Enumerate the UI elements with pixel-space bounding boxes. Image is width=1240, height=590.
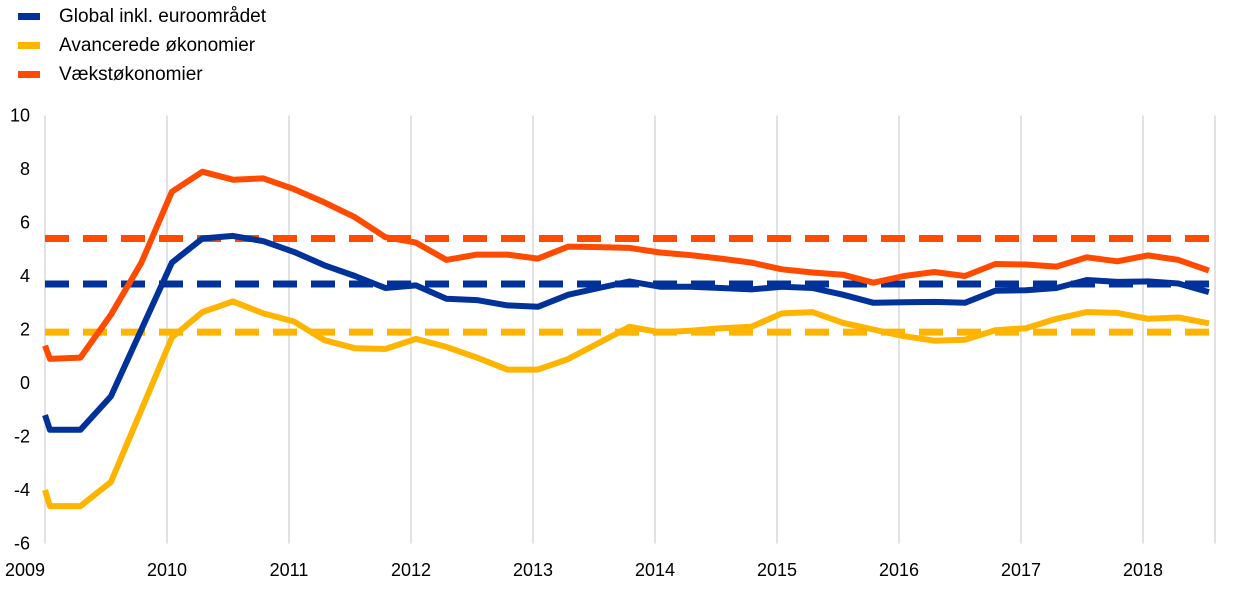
series-lines xyxy=(42,168,1210,510)
legend-label: Global inkl. euroområdet xyxy=(59,5,266,27)
x-tick-label: 2017 xyxy=(1001,560,1041,580)
y-tick-label: -4 xyxy=(14,480,30,500)
y-tick-label: 0 xyxy=(20,373,30,393)
x-tick-label: 2015 xyxy=(757,560,797,580)
legend: Global inkl. euroområdet Avancerede økon… xyxy=(18,2,266,89)
x-axis: 2009 2010 2011 2012 2013 2014 2015 2016 2017 2018 xyxy=(5,560,1163,580)
legend-item-global: Global inkl. euroområdet xyxy=(18,2,266,31)
y-tick-label: 4 xyxy=(20,266,30,286)
y-tick-label: -2 xyxy=(14,427,30,447)
x-tick-label: 2018 xyxy=(1123,560,1163,580)
x-tick-label: 2013 xyxy=(513,560,553,580)
y-tick-label: 8 xyxy=(20,159,30,179)
series-line xyxy=(42,232,1210,433)
legend-swatch xyxy=(18,71,40,78)
y-axis: -6 -4 -2 0 2 4 6 8 10 xyxy=(10,106,30,554)
legend-label: Vækstøkonomier xyxy=(59,63,203,85)
legend-swatch xyxy=(18,13,40,20)
average-lines xyxy=(45,235,1215,336)
y-tick-label: 2 xyxy=(20,320,30,340)
series-line xyxy=(42,168,1210,362)
legend-label: Avancerede økonomier xyxy=(59,34,256,56)
x-tick-label: 2010 xyxy=(147,560,187,580)
y-tick-label: 10 xyxy=(10,106,30,126)
x-tick-label: 2016 xyxy=(879,560,919,580)
x-tick-label: 2014 xyxy=(635,560,675,580)
legend-swatch xyxy=(18,42,40,49)
y-tick-label: 6 xyxy=(20,213,30,233)
x-tick-label: 2009 xyxy=(5,560,45,580)
y-tick-label: -6 xyxy=(14,534,30,554)
legend-item-advanced: Avancerede økonomier xyxy=(18,31,266,60)
series-line xyxy=(42,298,1210,510)
x-tick-label: 2011 xyxy=(270,560,309,580)
legend-item-emerging: Vækstøkonomier xyxy=(18,60,266,89)
x-tick-label: 2012 xyxy=(391,560,431,580)
